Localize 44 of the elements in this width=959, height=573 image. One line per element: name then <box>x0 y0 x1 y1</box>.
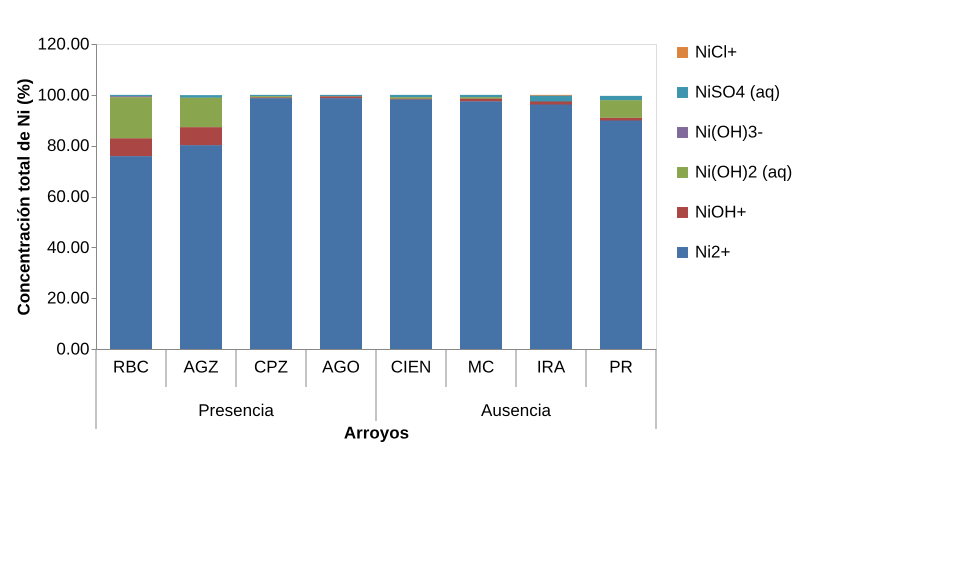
bar <box>110 97 152 138</box>
legend-label: Ni(OH)3- <box>695 122 763 142</box>
bar <box>530 101 572 104</box>
bar <box>180 145 222 349</box>
y-tick-label: 60.00 <box>46 187 90 206</box>
bar <box>530 96 572 102</box>
legend-label: NiOH+ <box>695 202 747 222</box>
y-axis-title: Concentración total de Ni (%) <box>14 78 34 316</box>
y-tick-label: 40.00 <box>46 238 90 257</box>
bar <box>320 98 362 349</box>
bar <box>600 96 642 100</box>
bar <box>180 98 222 128</box>
x-tick-label: CIEN <box>390 358 432 376</box>
bar <box>110 156 152 349</box>
x-tick-label: CPZ <box>254 358 288 376</box>
y-tick-label: 0.00 <box>56 340 90 358</box>
bar <box>600 118 642 121</box>
y-tick-label: 100.00 <box>38 85 90 104</box>
x-tick-label: PR <box>609 358 633 376</box>
bar <box>180 127 222 146</box>
legend-label: Ni(OH)2 (aq) <box>695 162 792 182</box>
x-tick-label: MC <box>468 358 494 376</box>
x-axis-title: Arroyos <box>344 424 410 442</box>
bar <box>390 99 432 349</box>
bar <box>460 98 502 102</box>
legend-label: Ni2+ <box>695 242 731 262</box>
x-tick-label: AGO <box>322 358 360 376</box>
y-tick-label: 80.00 <box>46 136 90 156</box>
bar <box>110 138 152 156</box>
bar <box>530 104 572 349</box>
text: Presencia <box>198 401 274 420</box>
bar <box>250 98 292 349</box>
bar <box>460 101 502 349</box>
x-tick-label: AGZ <box>184 358 218 376</box>
y-tick-label: 120.00 <box>38 34 90 54</box>
x-tick-label: RBC <box>113 358 149 376</box>
legend-label: NiCl+ <box>695 42 738 62</box>
bar <box>180 95 222 98</box>
bar <box>600 100 642 118</box>
x-tick-label: IRA <box>536 358 566 376</box>
bar <box>600 120 642 349</box>
y-tick-label: 20.00 <box>46 288 90 308</box>
text: Ausencia <box>481 401 552 420</box>
legend-label: NiSO4 (aq) <box>695 82 780 102</box>
